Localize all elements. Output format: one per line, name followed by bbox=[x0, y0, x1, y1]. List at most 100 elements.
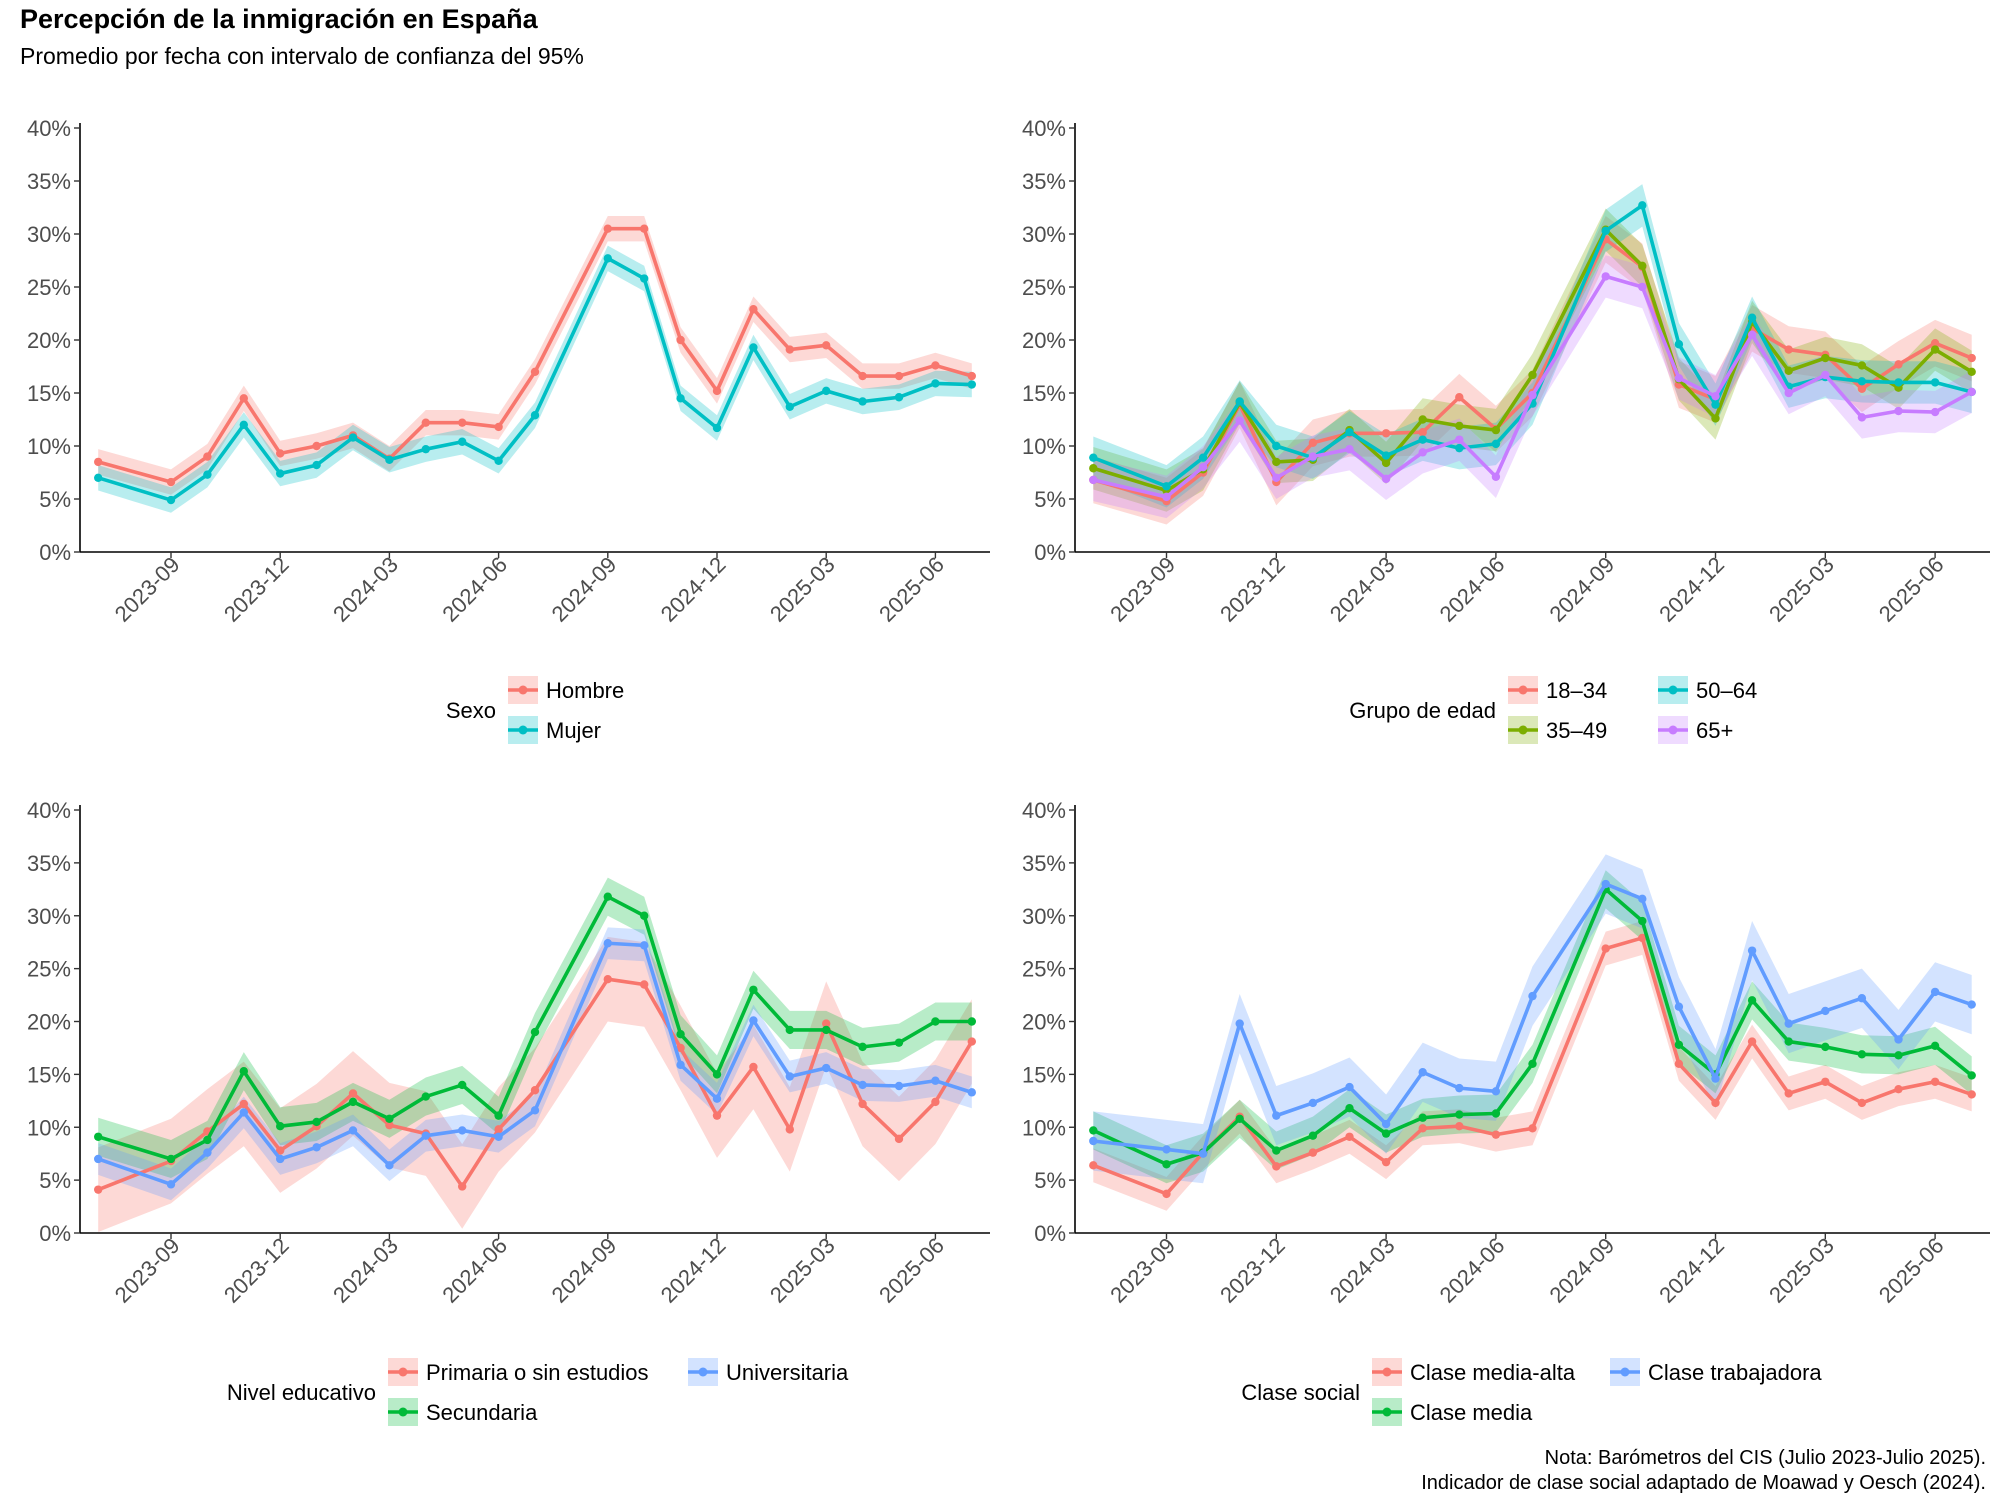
data-point-hombre bbox=[421, 418, 430, 427]
data-point-secundaria bbox=[858, 1042, 867, 1052]
legend-label: 18–34 bbox=[1546, 678, 1607, 703]
data-point-clase-media bbox=[1784, 1037, 1793, 1046]
legend-title: Clase social bbox=[1241, 1380, 1360, 1405]
data-point-secundaria bbox=[239, 1067, 248, 1076]
ci-ribbon-mujer bbox=[98, 245, 972, 513]
data-point-clase-trabajadora bbox=[1455, 1083, 1464, 1093]
data-point-universitaria bbox=[276, 1154, 285, 1164]
ci-ribbon-secundaria bbox=[98, 877, 972, 1179]
data-point-universitaria bbox=[749, 1016, 758, 1025]
data-point-clase-media-alta bbox=[1711, 1098, 1720, 1108]
data-point-mujer bbox=[858, 397, 867, 406]
y-tick-label: 40% bbox=[1022, 116, 1066, 141]
data-point-50-64 bbox=[1711, 400, 1720, 409]
legend-key-point bbox=[518, 725, 528, 735]
data-point-65- bbox=[1821, 370, 1830, 380]
data-point-clase-media-alta bbox=[1638, 933, 1647, 943]
data-point-clase-trabajadora bbox=[1894, 1035, 1903, 1044]
data-point-clase-media-alta bbox=[1418, 1124, 1427, 1133]
data-point-50-64 bbox=[1235, 397, 1244, 406]
y-tick-label: 20% bbox=[27, 1010, 71, 1035]
data-point-primaria-o-sin-estudios bbox=[894, 1134, 904, 1144]
data-point-mujer bbox=[894, 393, 904, 402]
ci-ribbon-universitaria bbox=[98, 927, 972, 1201]
data-point-hombre bbox=[640, 224, 649, 233]
data-point-18-34 bbox=[1381, 429, 1391, 438]
data-point-universitaria bbox=[603, 939, 612, 948]
data-point-secundaria bbox=[640, 911, 649, 920]
caption-line-1: Nota: Barómetros del CIS (Julio 2023-Jul… bbox=[1544, 1447, 1986, 1469]
data-point-65- bbox=[1162, 492, 1171, 502]
data-point-secundaria bbox=[676, 1029, 685, 1039]
data-point-50-64 bbox=[1491, 439, 1501, 449]
data-point-primaria-o-sin-estudios bbox=[239, 1099, 248, 1109]
data-point-18-34 bbox=[1857, 384, 1867, 393]
data-point-universitaria bbox=[785, 1072, 794, 1081]
y-tick-label: 5% bbox=[39, 1168, 71, 1193]
data-point-18-34 bbox=[1784, 345, 1793, 354]
data-point-mujer bbox=[312, 460, 321, 470]
data-point-mujer bbox=[530, 411, 540, 420]
y-tick-label: 35% bbox=[27, 169, 71, 194]
data-point-clase-media bbox=[1674, 1040, 1684, 1049]
data-point-secundaria bbox=[712, 1070, 722, 1079]
data-point-50-64 bbox=[1198, 453, 1208, 462]
data-point-primaria-o-sin-estudios bbox=[858, 1099, 867, 1109]
data-point-universitaria bbox=[931, 1076, 940, 1085]
data-point-65- bbox=[1455, 435, 1464, 444]
data-point-universitaria bbox=[640, 941, 649, 950]
legend-item-65-: 65+ bbox=[1658, 716, 1733, 744]
y-tick-label: 30% bbox=[27, 222, 71, 247]
legend-item-secundaria: Secundaria bbox=[388, 1398, 538, 1426]
main-subtitle: Promedio por fecha con intervalo de conf… bbox=[20, 43, 584, 69]
x-tick-label: 2025-06 bbox=[874, 552, 949, 627]
data-point-50-64 bbox=[1601, 226, 1610, 236]
legend-item-hombre: Hombre bbox=[508, 676, 624, 704]
y-tick-label: 40% bbox=[27, 798, 71, 823]
data-point-65- bbox=[1381, 474, 1391, 484]
legend-label: Hombre bbox=[546, 678, 624, 703]
y-tick-label: 10% bbox=[1022, 434, 1066, 459]
data-point-primaria-o-sin-estudios bbox=[348, 1089, 358, 1098]
x-tick-label: 2024-03 bbox=[1325, 552, 1400, 627]
legend: Clase social Clase media-alta Clase media C… bbox=[1241, 1358, 1822, 1426]
legend-key-point bbox=[1382, 1367, 1392, 1377]
data-point-primaria-o-sin-estudios bbox=[785, 1125, 794, 1134]
ci-ribbon-65- bbox=[1093, 255, 1972, 519]
data-point-primaria-o-sin-estudios bbox=[822, 1019, 831, 1028]
data-point-65- bbox=[1894, 406, 1903, 416]
legend-label: Mujer bbox=[546, 718, 601, 743]
data-point-35-49 bbox=[1272, 457, 1281, 467]
data-point-secundaria bbox=[530, 1027, 540, 1037]
data-point-hombre bbox=[749, 305, 758, 314]
x-tick-label: 2024-12 bbox=[656, 552, 731, 627]
x-tick-label: 2025-03 bbox=[765, 1233, 840, 1308]
data-point-clase-media bbox=[1418, 1113, 1427, 1122]
data-point-mujer bbox=[494, 456, 503, 466]
legend-item-mujer: Mujer bbox=[508, 716, 601, 744]
data-point-mujer bbox=[640, 274, 649, 283]
data-point-clase-media-alta bbox=[1491, 1130, 1501, 1139]
y-tick-label: 25% bbox=[1022, 275, 1066, 300]
legend-key-point bbox=[1518, 725, 1528, 735]
data-point-65- bbox=[1491, 472, 1501, 481]
data-point-hombre bbox=[822, 341, 831, 350]
x-tick-label: 2025-03 bbox=[1764, 1233, 1839, 1308]
data-point-50-64 bbox=[1674, 340, 1684, 349]
x-tick-label: 2024-12 bbox=[1654, 552, 1729, 627]
data-point-65- bbox=[1784, 388, 1793, 398]
x-tick-label: 2024-03 bbox=[328, 552, 403, 627]
y-tick-label: 30% bbox=[27, 904, 71, 929]
data-point-universitaria bbox=[858, 1080, 867, 1090]
data-point-hombre bbox=[166, 477, 176, 487]
x-tick-label: 2024-03 bbox=[1325, 1233, 1400, 1308]
panel-3: 0% 5% 10% 15% 20% 25% 30% 35% 40% 2023-09 2023-12 2… bbox=[27, 798, 990, 1426]
legend: Nivel educativo Primaria o sin estudios Se… bbox=[227, 1358, 849, 1426]
data-point-secundaria bbox=[458, 1080, 467, 1090]
data-point-65- bbox=[1272, 473, 1281, 482]
data-point-18-34 bbox=[1308, 438, 1318, 448]
data-point-50-64 bbox=[1455, 443, 1464, 453]
data-point-primaria-o-sin-estudios bbox=[676, 1043, 685, 1053]
y-tick-label: 10% bbox=[27, 434, 71, 459]
data-point-hombre bbox=[94, 457, 103, 467]
